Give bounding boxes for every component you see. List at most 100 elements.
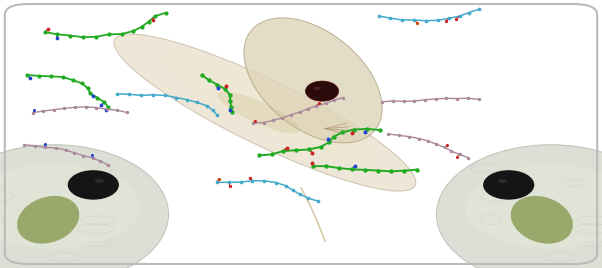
Ellipse shape bbox=[465, 165, 602, 248]
Point bbox=[197, 73, 206, 77]
Point bbox=[66, 34, 75, 38]
Point bbox=[304, 147, 314, 152]
Point bbox=[69, 151, 79, 155]
Point bbox=[78, 154, 88, 158]
Point bbox=[44, 27, 54, 31]
Point bbox=[278, 116, 287, 120]
Point bbox=[28, 110, 38, 115]
Point bbox=[68, 78, 78, 82]
Point bbox=[308, 164, 318, 168]
Point bbox=[113, 92, 122, 96]
Point bbox=[420, 98, 430, 102]
Point bbox=[432, 142, 441, 146]
Point bbox=[247, 179, 257, 183]
Point bbox=[92, 35, 101, 39]
Point bbox=[236, 180, 246, 184]
Point bbox=[410, 99, 420, 103]
Point bbox=[308, 161, 317, 165]
Point bbox=[102, 108, 111, 113]
Point bbox=[421, 18, 430, 23]
Point bbox=[30, 144, 40, 148]
Point bbox=[160, 93, 170, 98]
Point bbox=[452, 155, 462, 159]
Point bbox=[441, 96, 451, 100]
Point bbox=[308, 151, 317, 155]
Point bbox=[321, 101, 330, 106]
Point bbox=[463, 96, 473, 100]
Point bbox=[213, 83, 222, 87]
Point bbox=[268, 118, 278, 122]
Ellipse shape bbox=[498, 179, 507, 183]
Point bbox=[19, 143, 29, 147]
Point bbox=[321, 164, 331, 168]
Point bbox=[397, 18, 406, 22]
Ellipse shape bbox=[114, 34, 416, 191]
Point bbox=[83, 86, 93, 90]
Point bbox=[334, 166, 344, 170]
Point bbox=[455, 14, 465, 18]
Point bbox=[316, 145, 326, 149]
Point bbox=[78, 81, 87, 85]
Point bbox=[70, 105, 79, 110]
Point bbox=[93, 96, 102, 100]
Point bbox=[102, 107, 111, 111]
Point bbox=[214, 177, 223, 181]
Point bbox=[350, 164, 359, 168]
Point bbox=[46, 74, 56, 79]
Point bbox=[376, 128, 385, 132]
Ellipse shape bbox=[0, 165, 140, 248]
Point bbox=[40, 145, 50, 150]
Ellipse shape bbox=[436, 145, 602, 268]
Point bbox=[208, 108, 218, 113]
Point bbox=[87, 153, 97, 157]
Ellipse shape bbox=[166, 52, 376, 162]
Point bbox=[360, 168, 370, 172]
Point bbox=[441, 19, 451, 24]
Point bbox=[373, 168, 383, 173]
Point bbox=[103, 163, 113, 167]
Point bbox=[311, 104, 321, 108]
Point bbox=[144, 19, 154, 24]
Ellipse shape bbox=[510, 196, 573, 244]
Point bbox=[212, 180, 222, 184]
Point bbox=[360, 130, 370, 134]
Point bbox=[455, 152, 464, 157]
Ellipse shape bbox=[95, 179, 104, 183]
Point bbox=[282, 146, 291, 150]
Point bbox=[96, 103, 106, 107]
Point bbox=[29, 107, 39, 112]
Point bbox=[259, 120, 268, 125]
Point bbox=[125, 92, 134, 96]
Point bbox=[362, 127, 372, 131]
Point bbox=[104, 105, 113, 109]
Point bbox=[374, 14, 384, 18]
Point bbox=[225, 183, 235, 188]
Point bbox=[474, 7, 483, 12]
Point bbox=[182, 98, 192, 102]
Point bbox=[400, 169, 409, 173]
Point bbox=[447, 149, 456, 153]
Point bbox=[137, 93, 146, 98]
Point bbox=[394, 133, 403, 137]
Ellipse shape bbox=[67, 170, 119, 200]
Point bbox=[225, 108, 235, 112]
Point bbox=[92, 105, 101, 110]
Point bbox=[85, 91, 95, 96]
Point bbox=[96, 159, 105, 163]
Point bbox=[278, 149, 288, 153]
Point bbox=[323, 136, 333, 141]
Point bbox=[225, 99, 235, 103]
Point bbox=[347, 131, 357, 135]
Point bbox=[291, 148, 301, 152]
Point bbox=[113, 108, 122, 112]
Point bbox=[329, 135, 338, 139]
Point bbox=[414, 136, 424, 141]
Point bbox=[424, 139, 433, 143]
Point bbox=[412, 21, 422, 25]
Point bbox=[324, 140, 334, 144]
Point bbox=[377, 100, 387, 104]
Point bbox=[281, 184, 291, 188]
Point bbox=[474, 97, 483, 101]
Point bbox=[386, 169, 396, 173]
Point bbox=[148, 93, 158, 97]
